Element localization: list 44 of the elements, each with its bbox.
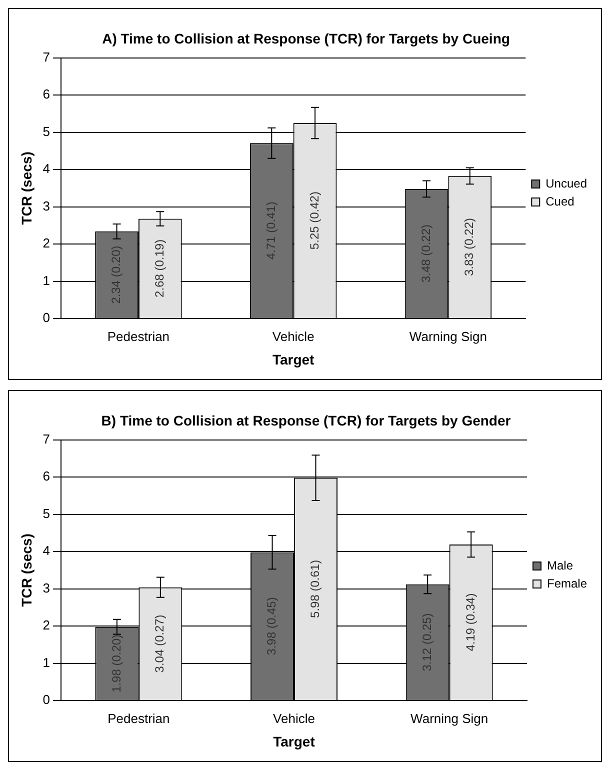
y-tick-label: 6 bbox=[42, 468, 50, 484]
y-tick-label: 6 bbox=[42, 86, 50, 102]
y-tick-label: 3 bbox=[42, 580, 50, 596]
y-tick-label: 2 bbox=[42, 618, 50, 633]
data-label: 3.48 (0.22) bbox=[418, 224, 433, 283]
y-tick-label: 7 bbox=[42, 49, 50, 64]
y-axis-title: TCR (secs) bbox=[18, 534, 34, 607]
y-tick-label: 5 bbox=[42, 506, 50, 521]
x-tick-label: Warning Sign bbox=[410, 710, 488, 726]
x-axis-title: Target bbox=[272, 351, 315, 368]
y-tick-label: 1 bbox=[42, 654, 50, 670]
data-label: 2.34 (0.20) bbox=[109, 246, 124, 304]
legend-label: Female bbox=[546, 576, 588, 590]
y-tick-label: 3 bbox=[42, 198, 50, 214]
y-tick-label: 7 bbox=[42, 431, 50, 446]
x-tick-label: Pedestrian bbox=[108, 710, 170, 726]
chart-title: A) Time to Collision at Response (TCR) for Targets by Cueing bbox=[102, 30, 510, 46]
data-label: 3.98 (0.45) bbox=[264, 597, 279, 656]
data-label: 3.83 (0.22) bbox=[462, 218, 476, 276]
chart-title: B) Time to Collision at Response (TCR) for Targets by Gender bbox=[101, 412, 512, 428]
x-axis-title: Target bbox=[273, 733, 316, 750]
y-tick-label: 4 bbox=[42, 161, 50, 176]
y-tick-label: 2 bbox=[42, 236, 50, 251]
y-axis-title: TCR (secs) bbox=[18, 152, 34, 225]
y-tick-label: 0 bbox=[42, 692, 50, 708]
y-tick-label: 0 bbox=[42, 310, 50, 326]
x-tick-label: Pedestrian bbox=[107, 328, 170, 344]
data-label: 4.71 (0.41) bbox=[264, 202, 278, 260]
legend-label: Cued bbox=[546, 194, 574, 208]
legend-label: Male bbox=[546, 558, 574, 572]
x-tick-label: Warning Sign bbox=[409, 328, 487, 344]
legend-label: Uncued bbox=[546, 176, 588, 190]
data-label: 5.98 (0.61) bbox=[308, 560, 322, 618]
x-tick-label: Vehicle bbox=[272, 328, 314, 344]
y-tick-label: 5 bbox=[42, 124, 50, 139]
data-label: 5.25 (0.42) bbox=[307, 192, 322, 250]
data-label: 2.68 (0.19) bbox=[152, 239, 166, 298]
data-label: 3.12 (0.25) bbox=[420, 613, 434, 672]
data-label: 3.04 (0.27) bbox=[152, 614, 167, 673]
y-tick-label: 4 bbox=[42, 543, 50, 558]
data-label: 1.98 (0.20) bbox=[109, 634, 124, 692]
x-tick-label: Vehicle bbox=[273, 710, 315, 726]
y-tick-label: 1 bbox=[42, 272, 50, 288]
data-label: 4.19 (0.34) bbox=[463, 593, 478, 652]
